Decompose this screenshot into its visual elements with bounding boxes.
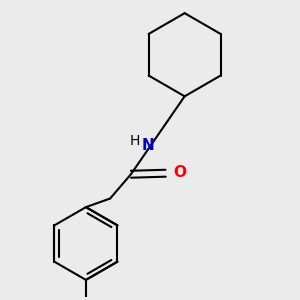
Text: O: O (173, 165, 186, 180)
Text: H: H (129, 134, 140, 148)
Text: N: N (142, 138, 155, 153)
